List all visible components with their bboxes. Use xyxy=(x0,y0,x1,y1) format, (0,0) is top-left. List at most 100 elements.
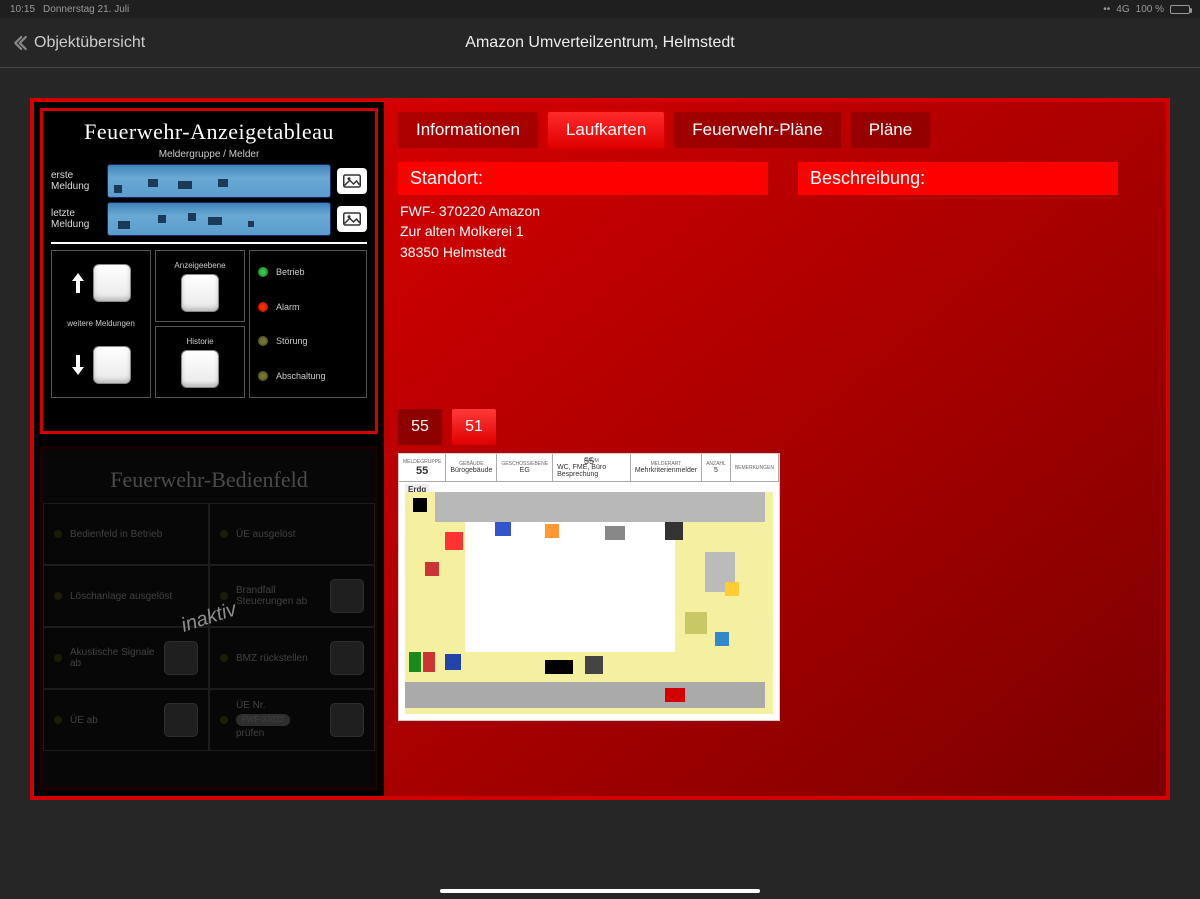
fbf-button[interactable] xyxy=(330,703,364,737)
level-label: Anzeigeebene xyxy=(174,261,225,270)
fp-block xyxy=(423,652,435,672)
fp-block xyxy=(725,582,739,596)
status-battery-pct: 100 % xyxy=(1136,4,1164,15)
standort-header: Standort: xyxy=(398,162,768,195)
status-date: Donnerstag 21. Juli xyxy=(43,4,129,15)
subtab-51[interactable]: 51 xyxy=(452,409,496,445)
fp-block xyxy=(405,682,765,708)
tab-feuerwehr-pläne[interactable]: Feuerwehr-Pläne xyxy=(674,112,840,148)
fp-block xyxy=(465,522,675,652)
fbf-cell-label: Bedienfeld in Betrieb xyxy=(70,529,162,540)
right-column: Informationen Laufkarten Feuerwehr-Pläne Pl… xyxy=(384,102,1166,796)
subtab-55[interactable]: 55 xyxy=(398,409,442,445)
fp-block xyxy=(445,654,461,670)
fp-block xyxy=(409,652,421,672)
led-row: Betrieb xyxy=(258,267,358,277)
led-row: Alarm xyxy=(258,302,358,312)
fbf-cell-label: ÜE ausgelöst xyxy=(236,529,295,540)
fbf-cell-label: ÜE Nr.FWF-37022prüfen xyxy=(236,700,290,740)
status-leds: Betrieb Alarm Störung Abschaltung xyxy=(249,250,367,398)
fbf-button[interactable] xyxy=(164,703,198,737)
back-button[interactable]: Objektübersicht xyxy=(0,34,145,52)
fp-block xyxy=(435,492,765,522)
tab-informationen[interactable]: Informationen xyxy=(398,112,538,148)
last-msg-photo-button[interactable] xyxy=(337,206,367,232)
fp-hdr-cell: GESCHOSS/EBENEEG xyxy=(497,454,553,481)
fp-block xyxy=(545,524,559,538)
home-indicator[interactable] xyxy=(440,889,760,893)
fbf-led-icon xyxy=(220,716,228,724)
fp-hdr-cell: MELDERARTMehrkriterienmelder xyxy=(631,454,702,481)
fp-block xyxy=(585,656,603,674)
scroll-up-button[interactable] xyxy=(93,264,131,302)
led-label: Störung xyxy=(276,336,308,346)
history-button[interactable] xyxy=(181,350,219,388)
fbf-cell-label: BMZ rückstellen xyxy=(236,653,308,664)
fp-block xyxy=(685,612,707,634)
first-msg-photo-button[interactable] xyxy=(337,168,367,194)
fbf-button[interactable] xyxy=(330,641,364,675)
more-msgs-box: weitere Meldungen xyxy=(51,250,151,398)
last-msg-display xyxy=(107,202,331,236)
level-button[interactable] xyxy=(181,274,219,312)
standort-body: FWF- 370220 AmazonZur alten Molkerei 138… xyxy=(398,195,768,395)
tab-laufkarten[interactable]: Laufkarten xyxy=(548,112,664,148)
fbf-title: Feuerwehr-Bedienfeld xyxy=(43,449,375,503)
fp-block xyxy=(445,532,463,550)
left-column: Feuerwehr-Anzeigetableau Meldergruppe / … xyxy=(34,102,384,796)
fbf-cell: ÜE ausgelöst xyxy=(209,503,375,565)
fbf-led-icon xyxy=(54,654,62,662)
fbf-button[interactable] xyxy=(330,579,364,613)
photo-icon xyxy=(343,212,361,226)
fbf-cell-label: Löschanlage ausgelöst xyxy=(70,591,172,602)
arrow-up-icon xyxy=(71,272,85,294)
fbf-cell: Löschanlage ausgelöst xyxy=(43,565,209,627)
history-label: Historie xyxy=(186,337,213,346)
arrow-down-icon xyxy=(71,354,85,376)
back-label: Objektübersicht xyxy=(34,34,145,52)
fbf-button[interactable] xyxy=(164,641,198,675)
beschreibung-header: Beschreibung: xyxy=(798,162,1118,195)
fbf-led-icon xyxy=(220,654,228,662)
standort-line: FWF- 370220 Amazon xyxy=(400,201,766,221)
last-msg-label: letzte Meldung xyxy=(51,208,101,230)
fp-block xyxy=(425,562,439,576)
first-msg-label: erste Meldung xyxy=(51,170,101,192)
fbf-led-icon xyxy=(220,592,228,600)
tab-pläne[interactable]: Pläne xyxy=(851,112,930,148)
standort-line: Zur alten Molkerei 1 xyxy=(400,221,766,241)
standort-line: 38350 Helmstedt xyxy=(400,242,766,262)
fbf-cell: ÜE Nr.FWF-37022prüfen xyxy=(209,689,375,751)
fbf-cell: Akustische Signale ab xyxy=(43,627,209,689)
fbf-cell-label: Akustische Signale ab xyxy=(70,647,156,669)
led-label: Betrieb xyxy=(276,267,305,277)
led-icon xyxy=(258,371,268,381)
first-msg-display xyxy=(107,164,331,198)
floorplan[interactable]: 55 MELDEGRUPPE55GEBÄUDEBürogebäudeGESCHO… xyxy=(398,453,780,721)
fp-hdr-cell: ANZAHL5 xyxy=(702,454,731,481)
fbf-led-icon xyxy=(54,530,62,538)
fat-panel: Feuerwehr-Anzeigetableau Meldergruppe / … xyxy=(40,108,378,434)
fp-block xyxy=(413,498,427,512)
led-icon xyxy=(258,267,268,277)
fp-block xyxy=(545,660,573,674)
fbf-panel: Feuerwehr-Bedienfeld inaktiv Bedienfeld … xyxy=(40,446,378,790)
status-bar: 10:15 Donnerstag 21. Juli •• 4G 100 % xyxy=(0,0,1200,18)
history-box: Historie xyxy=(155,326,245,398)
scroll-down-button[interactable] xyxy=(93,346,131,384)
fbf-cell-label: ÜE ab xyxy=(70,715,98,726)
fbf-cell: Bedienfeld in Betrieb xyxy=(43,503,209,565)
led-label: Abschaltung xyxy=(276,371,326,381)
tabs: Informationen Laufkarten Feuerwehr-Pläne Pl… xyxy=(398,112,1152,148)
status-network: 4G xyxy=(1116,4,1129,15)
page-title: Amazon Umverteilzentrum, Helmstedt xyxy=(465,34,734,52)
fbf-led-icon xyxy=(220,530,228,538)
fbf-cell: BMZ rückstellen xyxy=(209,627,375,689)
fbf-cell: ÜE ab xyxy=(43,689,209,751)
floorplan-top-number: 55 xyxy=(584,456,594,466)
chevron-left-icon xyxy=(10,34,28,52)
level-box: Anzeigeebene xyxy=(155,250,245,322)
photo-icon xyxy=(343,174,361,188)
fbf-cell-label: Brandfall Steuerungen ab xyxy=(236,585,322,607)
fp-block xyxy=(495,522,511,536)
